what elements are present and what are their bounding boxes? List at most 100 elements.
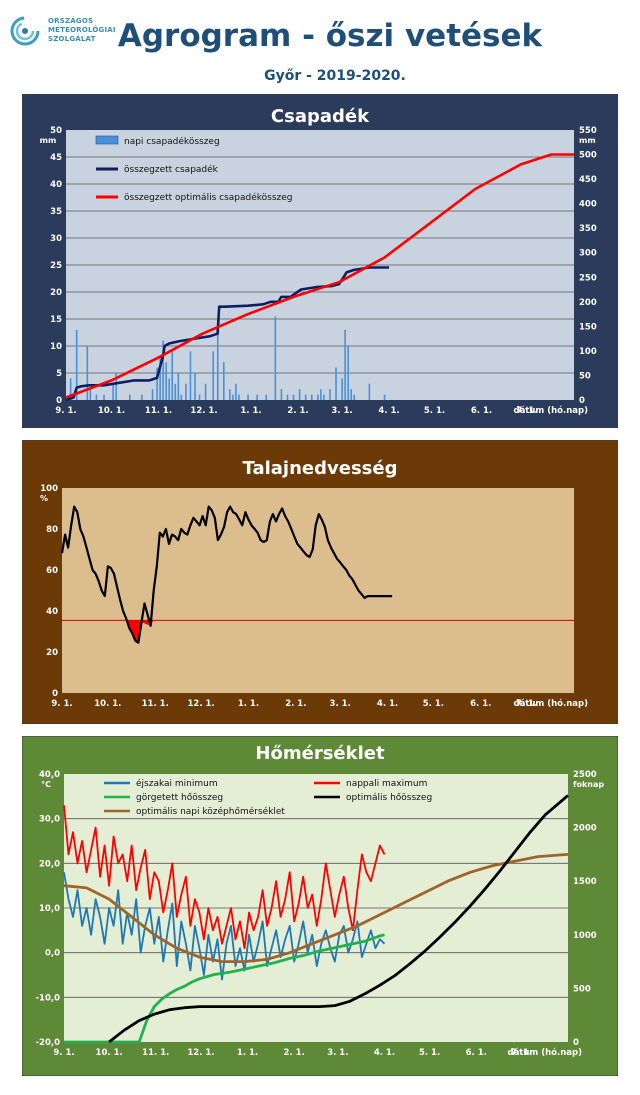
precip-bar	[75, 329, 78, 400]
chart-title: Talajnedvesség	[243, 458, 398, 479]
precip-bar	[168, 378, 171, 400]
x-axis-label: dátum (hó.nap)	[513, 698, 588, 709]
y-tick-label: 0,0	[45, 949, 60, 959]
y2-tick-label: 0	[573, 1038, 579, 1048]
y-tick-label: 35	[50, 207, 62, 217]
precip-bar	[329, 389, 331, 400]
y-axis-label: mm	[40, 136, 57, 145]
optimal-mean-temp-line	[63, 853, 569, 964]
precip-bar	[171, 351, 174, 400]
y-tick-label: 40,0	[39, 770, 60, 780]
y2-tick-label: 0	[579, 396, 585, 406]
y-tick-label: 10	[50, 342, 62, 352]
precip-bar	[238, 394, 240, 400]
y-tick-label: 40	[46, 607, 58, 617]
temperature-chart: Hőmérséklet -20,0 -10,0 0,0 10,0 20,0 30,0 40,0…	[22, 736, 618, 1076]
y-tick-label: 30,0	[39, 815, 60, 825]
precip-bar	[86, 346, 89, 400]
precip-bar	[298, 389, 301, 400]
x-tick-label: 1. 1.	[237, 1048, 258, 1058]
x-tick-label: 6. 1.	[470, 699, 491, 709]
logo-line-1: ORSZÁGOS	[48, 17, 94, 25]
legend-label-optimal: összegzett optimális csapadékösszeg	[124, 192, 293, 203]
x-tick-label: 11. 1.	[142, 699, 169, 709]
x-tick-label: 9. 1.	[55, 406, 76, 416]
x-tick-label: 11. 1.	[145, 406, 172, 416]
y-tick-label: 50	[50, 126, 62, 136]
y2-tick-label: 2500	[573, 770, 597, 780]
omsz-logo: ORSZÁGOS METEOROLÓGIAI SZOLGÁLAT	[10, 14, 140, 54]
precip-bar	[335, 367, 337, 400]
precip-bar	[280, 389, 283, 400]
y2-axis-label: foknap	[573, 780, 604, 789]
temperature-panel: Hőmérséklet -20,0 -10,0 0,0 10,0 20,0 30,0 40,0…	[22, 736, 618, 1076]
y2-tick-label: 150	[579, 322, 597, 332]
precip-bar	[317, 394, 319, 400]
y2-tick-label: 1500	[573, 877, 597, 887]
precip-bar	[368, 383, 371, 400]
precip-bar	[347, 346, 349, 400]
precip-bar	[232, 394, 234, 400]
precip-bar	[95, 394, 98, 400]
precip-bar	[177, 373, 180, 400]
x-tick-label: 10. 1.	[94, 699, 121, 709]
precip-bar	[216, 319, 219, 400]
x-tick-label: 10. 1.	[96, 1048, 123, 1058]
x-tick-label: 4. 1.	[378, 406, 399, 416]
precip-bar	[151, 389, 154, 400]
precip-bar	[323, 394, 325, 400]
y2-tick-label: 500	[579, 151, 597, 161]
y-tick-label: 25	[50, 261, 62, 271]
y-tick-label: 60	[46, 566, 58, 576]
precip-bar	[156, 367, 158, 400]
y2-tick-label: 450	[579, 175, 597, 185]
y-tick-label: 45	[50, 153, 62, 163]
y-tick-label: 40	[50, 180, 62, 190]
precip-bar	[304, 394, 307, 400]
y2-tick-label: 2000	[573, 824, 597, 834]
precip-bar	[235, 383, 237, 400]
logo-text: ORSZÁGOS METEOROLÓGIAI SZOLGÁLAT	[48, 17, 116, 44]
x-tick-label: 7. 1.	[516, 406, 537, 416]
x-tick-label: 5. 1.	[423, 699, 444, 709]
y-axis-label: %	[40, 494, 48, 503]
y2-tick-label: 300	[579, 249, 597, 259]
x-tick-label: 6. 1.	[471, 406, 492, 416]
precip-bar	[128, 394, 131, 400]
precip-bar	[212, 351, 214, 400]
x-tick-label: 3. 1.	[331, 406, 352, 416]
precip-bar	[198, 394, 201, 400]
precip-bar	[112, 383, 114, 400]
y-tick-label: 20	[46, 648, 58, 658]
page-header: ORSZÁGOS METEOROLÓGIAI SZOLGÁLAT Agrogra…	[0, 0, 640, 88]
precip-bar	[247, 394, 249, 400]
y2-tick-label: 250	[579, 273, 597, 283]
x-tick-label: 5. 1.	[424, 406, 445, 416]
precip-bar	[350, 389, 352, 400]
x-tick-label: 4. 1.	[377, 699, 398, 709]
precip-bar	[141, 394, 143, 400]
y-tick-label: 80	[46, 525, 58, 535]
y-tick-label: 30	[50, 234, 62, 244]
precip-bar	[159, 356, 161, 400]
legend-swatch-bars	[95, 135, 119, 145]
x-tick-label: 9. 1.	[51, 699, 72, 709]
x-tick-label: 12. 1.	[187, 699, 214, 709]
precip-bar	[165, 362, 167, 400]
precip-bar	[180, 394, 183, 400]
precip-bar	[292, 394, 295, 400]
legend-label-cumulative: összegzett csapadék	[124, 164, 219, 175]
x-tick-label: 1. 1.	[240, 406, 261, 416]
precip-bar	[174, 383, 177, 400]
x-tick-label: 4. 1.	[374, 1048, 395, 1058]
x-axis-label: dátum (hó.nap)	[513, 405, 588, 416]
legend-label-2: görgetett hőösszeg	[136, 793, 223, 803]
y2-tick-label: 400	[579, 200, 597, 210]
x-tick-label: 7. 1.	[511, 1048, 532, 1058]
logo-line-2: METEOROLÓGIAI	[48, 26, 116, 34]
precip-bar	[204, 383, 207, 400]
precip-bar	[341, 378, 343, 400]
y2-tick-label: 350	[579, 224, 597, 234]
precip-bar	[223, 362, 225, 400]
precip-bar	[69, 378, 72, 400]
